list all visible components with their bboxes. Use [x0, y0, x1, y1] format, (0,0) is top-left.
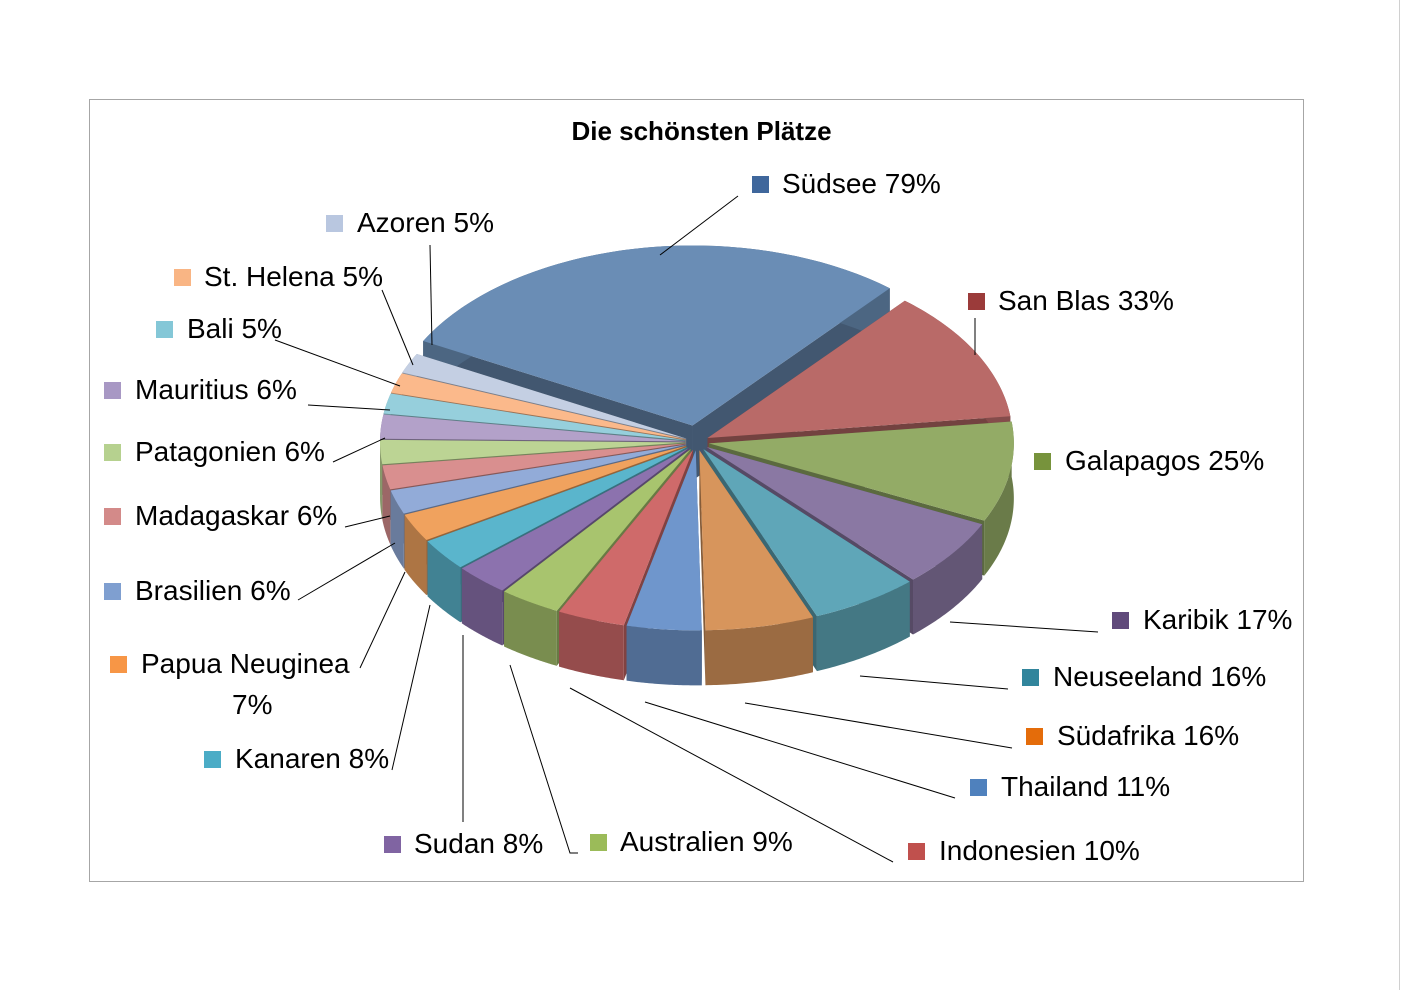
legend-marker: [104, 583, 121, 600]
pie-slice-side: [626, 625, 702, 686]
data-label: Indonesien 10%: [939, 835, 1140, 866]
legend-marker: [104, 382, 121, 399]
pie-slice-brasilien: [390, 444, 686, 514]
pie-slice-side: [382, 465, 391, 545]
leader-line: [307, 404, 391, 411]
leader-line: [359, 571, 406, 669]
legend-marker: [1112, 612, 1129, 629]
data-label: Neuseeland 16%: [1053, 661, 1267, 692]
pie-slice-neuseeland: [703, 449, 910, 617]
leader-line: [569, 687, 894, 863]
data-label: Australien 9%: [620, 826, 793, 857]
pie-slice-side: [390, 490, 404, 569]
pie-slice-australien: [504, 449, 691, 611]
pie-slice-side: [461, 568, 503, 646]
data-label: Karibik 17%: [1143, 604, 1293, 635]
leader-line: [659, 195, 739, 256]
pie-slice-sudan: [461, 448, 689, 591]
legend-marker: [104, 508, 121, 525]
leader-line: [344, 515, 391, 528]
chart-title: Die schönsten Plätze: [571, 116, 832, 146]
leader-line: [429, 244, 433, 346]
leader-line: [381, 289, 414, 366]
leader-line: [859, 675, 1009, 690]
pie-slice-side: [816, 581, 910, 672]
data-label: Galapagos 25%: [1065, 445, 1265, 476]
pie-slice-side: [380, 439, 383, 520]
pie-slice-side: [913, 524, 983, 635]
page-edge: [1399, 0, 1400, 990]
pie-slice-karibik: [706, 446, 983, 580]
legend-marker: [590, 834, 607, 851]
pie-slice-side: [558, 611, 624, 681]
pie-slice-indonesien: [558, 449, 693, 626]
leader-line: [332, 437, 386, 463]
legend-marker: [326, 215, 343, 232]
leader-line: [274, 339, 401, 387]
leader-line: [297, 542, 396, 601]
legend-marker: [204, 751, 221, 768]
pie-slice-südsee: [423, 245, 890, 426]
pie-slice-galapagos: [708, 421, 1014, 521]
data-label: Kanaren 8%: [235, 743, 390, 774]
pie-slice-papua-neuginea: [404, 445, 687, 541]
leader-line: [744, 702, 1013, 749]
pie-slice-kanaren: [427, 447, 688, 568]
chart-frame: [89, 99, 1304, 882]
data-label: Südafrika 16%: [1057, 720, 1240, 751]
pie-slice-side: [404, 514, 427, 596]
pie-slice-azoren: [402, 353, 687, 439]
legend-marker: [1026, 728, 1043, 745]
pie-slice-side: [705, 617, 813, 686]
leader-line: [949, 621, 1099, 633]
data-label: San Blas 33%: [998, 285, 1174, 316]
data-label-papua-percent: 7%: [232, 689, 273, 720]
legend-marker: [970, 779, 987, 796]
data-label: Papua Neuginea: [141, 648, 350, 679]
pie-slice-san-blas: [707, 300, 1011, 439]
legend-marker: [908, 843, 925, 860]
data-label: Azoren 5%: [357, 207, 494, 238]
leader-line: [509, 664, 578, 854]
leader-line: [391, 604, 431, 771]
pie-slice-patagonien: [380, 439, 686, 465]
data-label: Südsee 79%: [782, 168, 941, 199]
pie-slice-bali: [383, 393, 686, 441]
pie-slice-side: [504, 591, 557, 666]
pie-slice-madagaskar: [382, 443, 686, 490]
leader-line: [644, 701, 956, 799]
legend-marker: [752, 176, 769, 193]
legend-marker: [1034, 453, 1051, 470]
legend-marker: [104, 444, 121, 461]
data-label: Madagaskar 6%: [135, 500, 338, 531]
legend-marker: [384, 836, 401, 853]
data-label: Mauritius 6%: [135, 374, 297, 405]
legend-marker: [1022, 669, 1039, 686]
pie-slice-side: [984, 421, 1014, 576]
pie-slice-südafrika: [699, 450, 813, 631]
pie-slice-wall: [461, 448, 689, 624]
legend-marker: [968, 293, 985, 310]
data-label: Brasilien 6%: [135, 575, 291, 606]
data-label: Sudan 8%: [414, 828, 544, 859]
data-label: Patagonien 6%: [135, 436, 325, 467]
legend-marker: [110, 656, 127, 673]
pie-slice-mauritius: [380, 414, 686, 442]
legend-marker: [174, 269, 191, 286]
pie-slice-st-helena: [391, 373, 686, 440]
data-label: Bali 5%: [187, 313, 282, 344]
pie-slice-side: [427, 541, 461, 623]
legend-marker: [156, 321, 173, 338]
data-label: Thailand 11%: [1001, 771, 1171, 802]
data-label: St. Helena 5%: [204, 261, 383, 292]
pie-slice-wall: [699, 450, 706, 686]
pie-slice-thailand: [626, 450, 702, 631]
